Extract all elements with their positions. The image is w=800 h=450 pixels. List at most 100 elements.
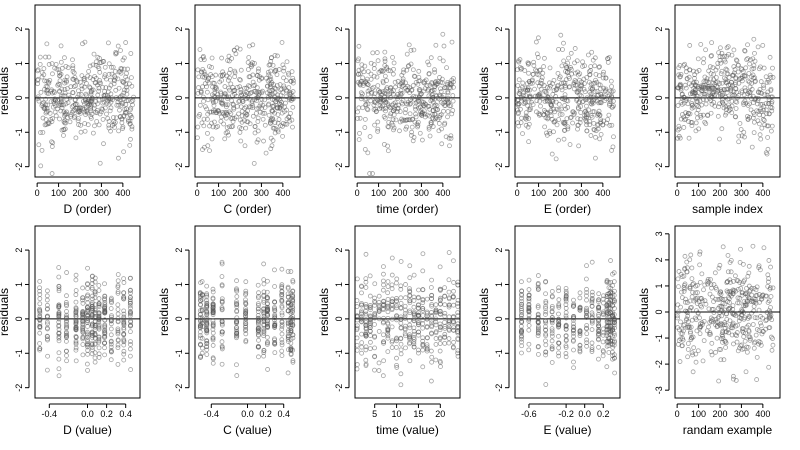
data-point (73, 347, 79, 353)
data-point (265, 312, 271, 318)
data-point (592, 63, 598, 69)
data-point (765, 279, 771, 285)
data-point (724, 53, 730, 59)
data-point (238, 67, 244, 73)
data-point (89, 345, 95, 350)
data-point (407, 298, 413, 304)
data-point (611, 134, 616, 140)
data-point (391, 127, 396, 133)
data-point (607, 88, 613, 94)
data-point (686, 81, 692, 87)
data-point (383, 106, 388, 111)
x-axis-title: E (order) (544, 202, 591, 216)
y-tick-label: 1 (494, 282, 504, 287)
data-point (131, 94, 136, 100)
data-point (85, 307, 90, 313)
data-point (232, 70, 238, 76)
data-point (264, 295, 270, 300)
data-point (201, 98, 206, 104)
data-point (92, 350, 98, 356)
data-point (380, 373, 386, 379)
data-point (357, 130, 362, 136)
data-point (738, 127, 744, 132)
data-point (584, 326, 589, 332)
data-point (444, 65, 449, 71)
data-point (204, 352, 210, 357)
data-point (231, 88, 237, 93)
data-point (742, 73, 748, 79)
data-point (424, 112, 430, 118)
scatter-points (674, 243, 776, 384)
data-point (722, 296, 728, 302)
data-point (556, 137, 561, 143)
data-point (88, 91, 94, 97)
data-point (756, 265, 762, 270)
data-point (105, 116, 111, 121)
data-point (420, 321, 426, 327)
data-point (93, 59, 99, 65)
data-point (604, 364, 610, 370)
data-point (708, 76, 713, 82)
data-point (115, 283, 121, 288)
x-tick-label: 300 (254, 188, 269, 198)
data-point (693, 283, 699, 289)
data-point (702, 119, 708, 125)
data-point (372, 300, 378, 305)
data-point (363, 357, 369, 363)
data-point (370, 50, 376, 56)
data-point (279, 322, 285, 328)
data-point (413, 106, 418, 112)
y-tick-label: 2 (14, 27, 24, 32)
data-point (40, 130, 46, 135)
data-point (707, 95, 713, 101)
data-point (128, 342, 133, 347)
data-point (416, 68, 422, 74)
data-point (359, 301, 364, 306)
data-point (418, 91, 424, 97)
data-point (596, 316, 601, 322)
data-point (397, 128, 402, 134)
y-tick-label: -1 (174, 128, 184, 136)
data-point (63, 330, 69, 336)
data-point (356, 67, 362, 73)
x-tick-label: 100 (51, 188, 66, 198)
data-point (584, 323, 590, 328)
data-point (213, 84, 219, 90)
data-point (589, 340, 595, 346)
data-point (275, 129, 281, 135)
data-point (586, 69, 592, 74)
data-point (584, 315, 589, 320)
data-point (540, 70, 546, 76)
data-point (63, 325, 69, 331)
data-point (429, 354, 435, 360)
data-point (363, 303, 369, 309)
data-point (702, 298, 708, 304)
data-point (691, 345, 697, 351)
data-point (541, 112, 547, 118)
data-point (697, 98, 703, 104)
data-point (411, 294, 417, 300)
data-point (237, 98, 243, 104)
data-point (288, 345, 294, 351)
data-point (73, 292, 79, 298)
data-point (690, 352, 696, 358)
data-point (290, 80, 296, 86)
data-point (589, 259, 595, 265)
data-point (756, 95, 761, 101)
data-point (237, 46, 243, 52)
data-point (394, 296, 399, 301)
data-point (769, 347, 775, 353)
y-tick-label: 0 (334, 316, 344, 321)
data-point (102, 333, 107, 339)
data-point (770, 342, 776, 348)
data-point (239, 113, 245, 119)
data-point (584, 263, 589, 269)
data-point (285, 294, 291, 300)
data-point (64, 353, 69, 358)
data-point (79, 86, 85, 92)
data-point (383, 108, 388, 114)
data-point (279, 324, 285, 329)
data-point (714, 89, 720, 95)
data-point (521, 90, 526, 96)
